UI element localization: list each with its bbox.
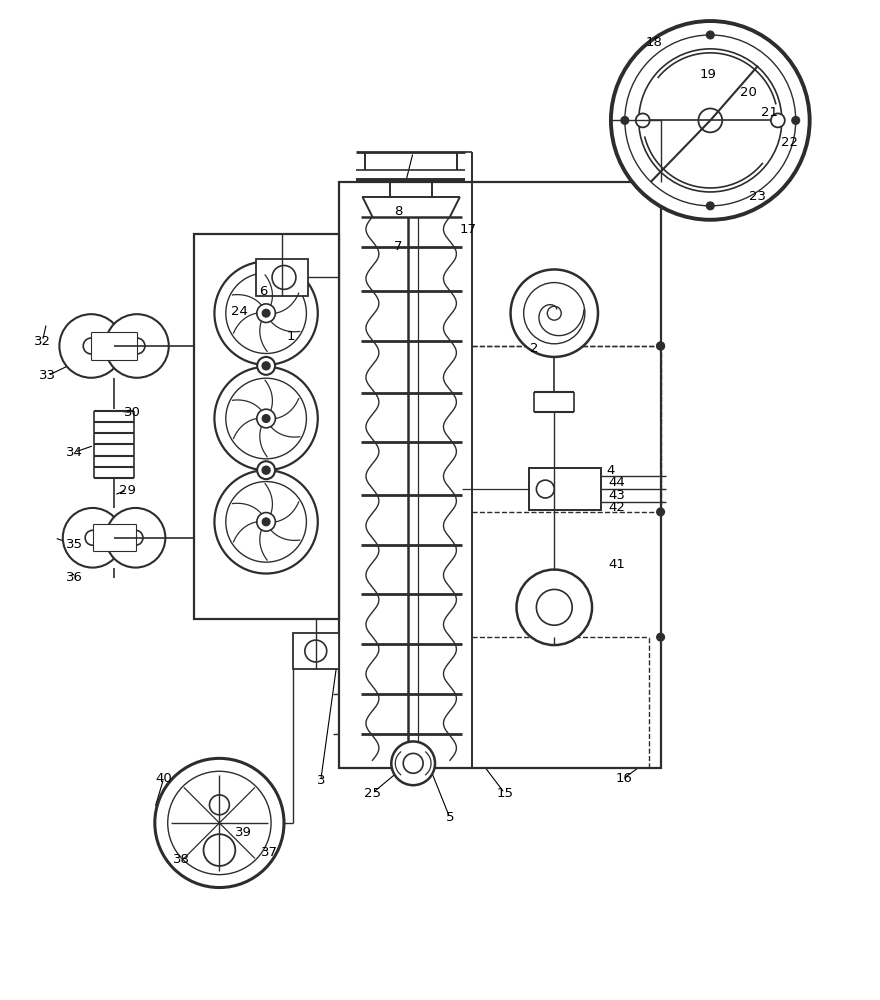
Circle shape [215, 470, 318, 574]
Text: 41: 41 [608, 558, 626, 571]
Circle shape [611, 21, 810, 220]
Circle shape [707, 31, 715, 39]
Text: 25: 25 [364, 787, 381, 800]
Text: 2: 2 [530, 342, 539, 355]
Text: 44: 44 [608, 476, 626, 489]
Text: 18: 18 [645, 36, 662, 49]
Circle shape [106, 314, 169, 378]
Circle shape [257, 409, 275, 428]
Text: 29: 29 [119, 484, 136, 497]
Text: 42: 42 [608, 501, 626, 514]
Circle shape [262, 518, 270, 526]
Text: 16: 16 [615, 772, 632, 785]
Bar [194, 234, 339, 619]
Circle shape [707, 202, 715, 210]
Circle shape [304, 640, 326, 662]
Circle shape [272, 265, 296, 289]
Text: 33: 33 [39, 369, 56, 382]
Text: 43: 43 [608, 489, 626, 502]
Circle shape [226, 273, 306, 353]
Circle shape [262, 309, 270, 317]
Circle shape [262, 362, 270, 370]
Circle shape [155, 758, 284, 888]
Bar [256, 259, 308, 296]
Text: 40: 40 [156, 772, 172, 785]
Text: 38: 38 [173, 853, 190, 866]
Text: 3: 3 [317, 774, 325, 787]
Circle shape [699, 108, 722, 132]
Circle shape [524, 283, 585, 344]
Text: 7: 7 [394, 240, 402, 253]
Bar [339, 182, 661, 768]
Circle shape [537, 589, 572, 625]
Circle shape [215, 262, 318, 365]
Circle shape [262, 415, 270, 422]
Circle shape [257, 357, 275, 375]
Circle shape [84, 338, 99, 354]
Circle shape [226, 378, 306, 459]
Circle shape [656, 633, 664, 641]
Circle shape [257, 461, 275, 479]
Text: 39: 39 [235, 826, 252, 839]
Circle shape [771, 113, 785, 127]
Circle shape [209, 795, 230, 815]
Circle shape [656, 508, 664, 516]
Text: 4: 4 [606, 464, 615, 477]
Circle shape [403, 753, 423, 773]
Circle shape [85, 530, 100, 545]
Circle shape [215, 367, 318, 470]
Circle shape [129, 338, 145, 354]
Text: 35: 35 [66, 538, 83, 551]
Circle shape [392, 741, 435, 785]
Bar [92, 332, 137, 360]
Circle shape [257, 304, 275, 322]
Text: 24: 24 [231, 305, 247, 318]
Text: 34: 34 [66, 446, 83, 459]
Circle shape [517, 570, 592, 645]
Circle shape [226, 482, 306, 562]
Circle shape [621, 116, 629, 124]
Bar [92, 524, 136, 551]
Circle shape [547, 306, 561, 320]
Circle shape [635, 113, 649, 127]
Text: 32: 32 [34, 335, 51, 348]
Bar [293, 633, 339, 669]
Circle shape [106, 508, 165, 568]
Text: 22: 22 [781, 136, 798, 149]
Text: 1: 1 [287, 330, 295, 343]
Text: 5: 5 [445, 811, 454, 824]
Text: 6: 6 [259, 285, 268, 298]
Circle shape [510, 269, 598, 357]
Circle shape [59, 314, 123, 378]
Text: 20: 20 [739, 86, 757, 99]
Text: 17: 17 [459, 223, 476, 236]
Text: 8: 8 [394, 205, 402, 218]
Text: 36: 36 [66, 571, 83, 584]
Text: 15: 15 [496, 787, 513, 800]
Circle shape [639, 49, 781, 192]
Circle shape [625, 35, 796, 206]
Circle shape [792, 116, 800, 124]
Text: 37: 37 [260, 846, 277, 859]
Circle shape [262, 466, 270, 474]
Bar [530, 468, 601, 510]
Text: 30: 30 [123, 406, 141, 419]
Text: 23: 23 [750, 190, 766, 203]
Circle shape [656, 342, 664, 350]
Circle shape [656, 342, 664, 350]
Text: 21: 21 [761, 106, 779, 119]
Text: 19: 19 [700, 68, 716, 81]
Circle shape [128, 530, 143, 545]
Circle shape [168, 771, 271, 875]
Circle shape [537, 480, 554, 498]
Circle shape [257, 513, 275, 531]
Circle shape [62, 508, 122, 568]
Circle shape [203, 834, 235, 866]
